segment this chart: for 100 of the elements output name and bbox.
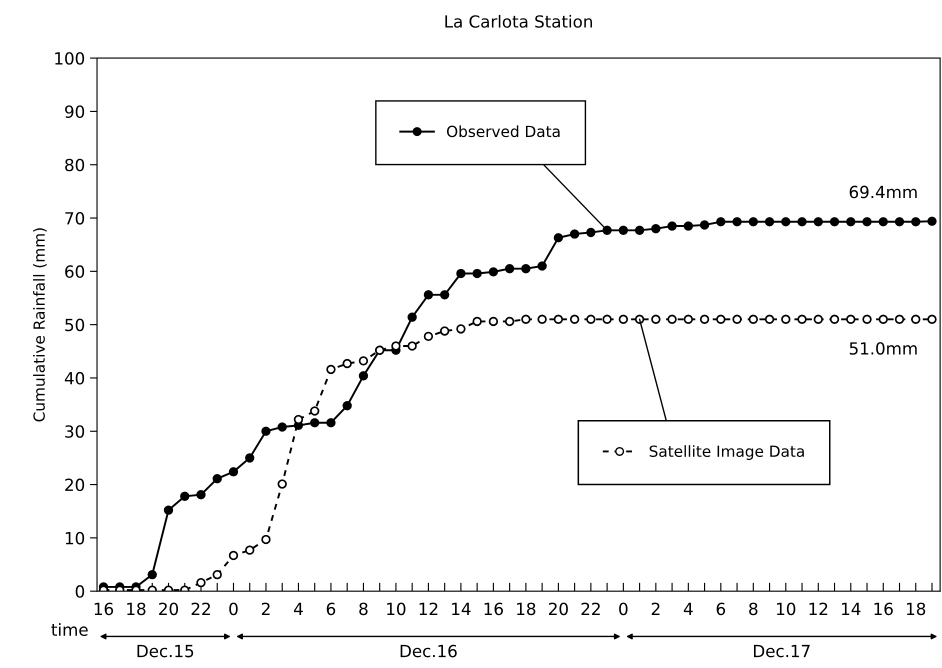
point (748, 314, 758, 324)
point (667, 221, 677, 231)
point (602, 314, 612, 324)
point (245, 453, 254, 463)
point (554, 233, 564, 242)
y-tick-label: 100 (55, 52, 84, 65)
point (651, 224, 660, 234)
point (504, 264, 514, 274)
point (684, 221, 693, 231)
text: Dec.17 (754, 644, 810, 658)
point (472, 316, 482, 326)
point (911, 217, 920, 226)
point (814, 314, 823, 324)
point (440, 326, 450, 336)
point (261, 426, 271, 436)
point (408, 341, 417, 351)
point (667, 314, 677, 324)
point (830, 314, 840, 324)
point (278, 422, 287, 432)
point (310, 406, 320, 416)
x-tick-label: 10 (387, 602, 406, 616)
y-tick-label: 60 (65, 265, 84, 278)
point (716, 314, 726, 324)
point (261, 534, 271, 544)
x-tick-label: 18 (906, 602, 926, 616)
point (634, 226, 644, 235)
point (894, 314, 904, 324)
x-tick-label: 4 (684, 602, 693, 615)
x-tick-label: 18 (127, 602, 146, 616)
x-tick-label: 20 (159, 602, 178, 616)
x-tick-label: 2 (262, 602, 270, 615)
x-tick-label: 22 (192, 602, 210, 615)
point (732, 217, 742, 226)
point (618, 314, 628, 324)
y-tick-label: 50 (65, 318, 84, 332)
point (586, 314, 596, 324)
x-tick-label: 14 (452, 602, 471, 615)
point (748, 217, 758, 226)
point (521, 264, 531, 274)
point (700, 314, 710, 324)
point (781, 314, 790, 324)
point (358, 356, 368, 366)
annotation: 69.4mm (850, 186, 917, 198)
point (878, 314, 888, 324)
point (196, 578, 206, 588)
point (570, 314, 580, 324)
legend-label: Satellite Image Data (650, 445, 804, 460)
point (700, 220, 710, 230)
x-tick-label: 6 (716, 602, 726, 616)
y-tick-label: 0 (76, 585, 84, 598)
point (326, 364, 336, 374)
text: Dec.16 (400, 644, 457, 658)
x-tick-label: 16 (484, 602, 503, 616)
point (456, 268, 466, 278)
point (602, 226, 612, 235)
text: time (51, 623, 88, 636)
legend-label: Observed Data (446, 125, 560, 138)
x-tick-label: 4 (294, 602, 303, 615)
y-axis-title: Cumulative Rainfall (mm) (33, 228, 47, 422)
point (927, 314, 937, 324)
x-tick-label: 8 (359, 602, 368, 616)
annotation: 51.0mm (850, 342, 917, 355)
point (537, 261, 547, 271)
y-tick-label: 20 (65, 478, 84, 492)
point (196, 490, 206, 500)
x-tick-label: 12 (420, 602, 438, 615)
x-tick-label: 6 (326, 602, 336, 616)
point (651, 314, 660, 324)
point (440, 290, 450, 300)
point (764, 314, 774, 324)
point (164, 506, 174, 515)
text: Dec.15 (138, 644, 194, 658)
point (846, 314, 856, 324)
point (797, 314, 807, 324)
point (358, 371, 368, 380)
point (424, 290, 434, 300)
x-tick-label: 10 (777, 602, 796, 616)
point (326, 418, 336, 428)
point (456, 324, 466, 334)
point (342, 358, 352, 368)
point (342, 401, 352, 410)
point (148, 570, 157, 580)
point (245, 545, 254, 555)
x-tick-label: 18 (517, 602, 536, 616)
y-tick-label: 90 (65, 105, 84, 118)
point (797, 217, 807, 226)
point (732, 314, 742, 324)
x-tick-label: 16 (94, 602, 114, 616)
point (408, 312, 417, 322)
point (911, 314, 920, 324)
y-tick-label: 10 (66, 532, 84, 544)
point (781, 217, 790, 226)
point (830, 217, 840, 226)
point (310, 418, 320, 428)
point (278, 479, 287, 489)
y-tick-label: 30 (65, 425, 84, 438)
point (684, 314, 693, 324)
y-tick-label: 80 (65, 158, 84, 172)
x-tick-label: 12 (810, 602, 828, 615)
point (537, 314, 547, 324)
